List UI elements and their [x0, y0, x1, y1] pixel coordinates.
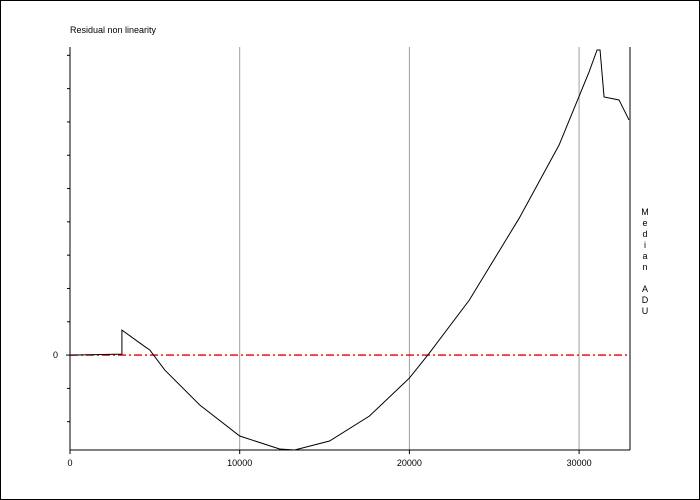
x-tick-label: 0 [67, 458, 72, 468]
x-tick-label: 20000 [397, 458, 422, 468]
x-tick-label: 30000 [567, 458, 592, 468]
x-tick-label: 10000 [227, 458, 252, 468]
chart-title: Residual non linearity [70, 25, 157, 35]
y-tick-label: 0 [53, 350, 58, 360]
data-line [69, 49, 630, 451]
y-axis-label: Median ADU [640, 207, 650, 317]
